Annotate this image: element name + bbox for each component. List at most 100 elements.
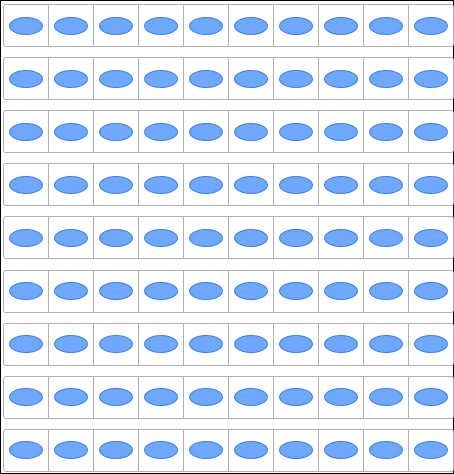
strip-cell xyxy=(4,5,49,46)
strip-cell xyxy=(184,58,229,100)
strip-cell xyxy=(364,111,409,153)
strip-cell xyxy=(49,58,94,100)
strip-cell xyxy=(364,5,409,46)
strip-cell xyxy=(139,217,184,259)
oval-counter xyxy=(414,122,448,141)
strip-cell xyxy=(4,270,49,312)
strip-cell xyxy=(364,323,409,365)
oval-counter xyxy=(279,69,313,88)
strip-cell xyxy=(409,58,453,99)
oval-counter xyxy=(144,335,178,354)
oval-counter xyxy=(324,441,358,460)
strip-cell xyxy=(319,376,364,418)
ten-strip-row xyxy=(3,163,454,207)
oval-counter xyxy=(189,228,223,247)
strip-cell xyxy=(94,270,139,312)
oval-counter xyxy=(369,335,403,354)
oval-counter xyxy=(99,228,133,247)
strip-cell xyxy=(274,217,319,259)
oval-counter xyxy=(144,69,178,88)
oval-counter xyxy=(369,175,403,194)
oval-counter xyxy=(54,282,88,300)
oval-counter xyxy=(234,16,268,35)
ten-strip-row xyxy=(3,428,454,472)
strip-cell xyxy=(139,323,184,365)
ten-strip-row xyxy=(3,322,454,366)
strip-cell xyxy=(364,58,409,100)
ten-strip-row xyxy=(3,216,454,260)
strip-cell xyxy=(274,323,319,365)
oval-counter xyxy=(234,122,268,141)
strip-cell xyxy=(409,217,453,258)
strip-cell xyxy=(94,376,139,418)
strip-cell xyxy=(229,111,274,153)
oval-counter xyxy=(369,122,403,141)
oval-counter xyxy=(414,282,448,300)
oval-counter xyxy=(144,282,178,300)
strip-cell xyxy=(184,376,229,418)
oval-counter xyxy=(99,388,133,407)
oval-counter xyxy=(9,388,43,407)
oval-counter xyxy=(324,282,358,300)
strip-cell xyxy=(229,376,274,418)
strip-cell xyxy=(184,5,229,46)
oval-counter xyxy=(414,69,448,88)
oval-counter xyxy=(189,388,223,407)
strip-cell xyxy=(139,5,184,46)
oval-counter xyxy=(414,175,448,194)
strip-cell xyxy=(139,164,184,206)
strip-cell xyxy=(4,111,49,153)
strip-cell xyxy=(49,429,94,471)
oval-counter xyxy=(414,388,448,407)
ten-strip-row xyxy=(3,57,454,101)
oval-counter xyxy=(324,388,358,407)
oval-counter xyxy=(279,388,313,407)
strip-cell xyxy=(409,324,453,365)
ten-strip-row xyxy=(3,375,454,419)
oval-counter xyxy=(9,175,43,194)
oval-counter xyxy=(234,228,268,247)
oval-counter xyxy=(9,122,43,141)
oval-counter xyxy=(369,228,403,247)
strip-cell xyxy=(49,323,94,365)
ten-strip-row xyxy=(3,269,454,313)
oval-counter xyxy=(9,282,43,300)
strip-cell xyxy=(94,164,139,206)
oval-counter xyxy=(189,122,223,141)
strip-cell xyxy=(364,217,409,259)
oval-counter xyxy=(189,69,223,88)
oval-counter xyxy=(279,16,313,35)
strip-cell xyxy=(4,164,49,206)
strip-cell xyxy=(139,376,184,418)
oval-counter xyxy=(279,282,313,300)
strip-cell xyxy=(229,164,274,206)
strip-cell xyxy=(49,164,94,206)
strip-cell xyxy=(229,429,274,471)
oval-counter xyxy=(369,16,403,35)
oval-counter xyxy=(99,441,133,460)
oval-counter xyxy=(144,175,178,194)
oval-counter xyxy=(234,282,268,300)
strip-cell xyxy=(94,58,139,100)
oval-counter xyxy=(414,228,448,247)
oval-counter xyxy=(9,335,43,354)
strip-cell xyxy=(409,271,453,312)
oval-counter xyxy=(144,16,178,35)
oval-counter xyxy=(99,122,133,141)
strip-cell xyxy=(94,429,139,471)
strip-cell xyxy=(274,111,319,153)
ten-strip-row xyxy=(3,110,454,154)
oval-counter xyxy=(369,388,403,407)
strip-cell xyxy=(274,58,319,100)
strip-cell xyxy=(274,429,319,471)
oval-counter xyxy=(414,16,448,35)
ten-strip-row xyxy=(3,4,454,47)
oval-counter xyxy=(189,441,223,460)
oval-counter xyxy=(324,16,358,35)
strip-cell xyxy=(319,323,364,365)
oval-counter xyxy=(54,69,88,88)
oval-counter xyxy=(54,122,88,141)
strip-cell xyxy=(364,376,409,418)
strip-cell xyxy=(94,323,139,365)
strip-cell xyxy=(49,5,94,46)
